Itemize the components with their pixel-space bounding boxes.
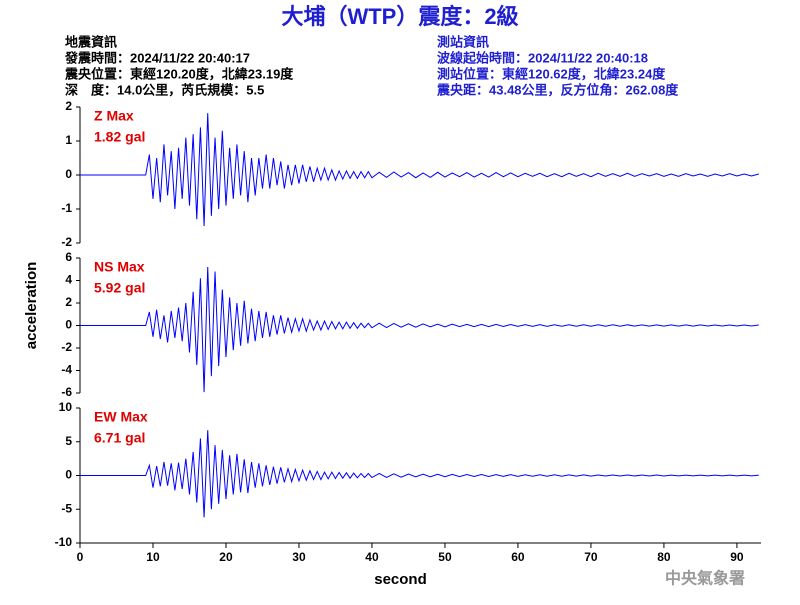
x-tick-label: 60 — [511, 550, 525, 564]
info-line: 深 度：14.0公里，芮氏規模：5.5 — [65, 82, 264, 97]
x-tick-label: 50 — [438, 550, 452, 564]
y-axis-label: acceleration — [23, 262, 40, 350]
title: 大埔（WTP）震度：2級 — [281, 4, 518, 29]
y-tick-label: 4 — [65, 273, 72, 287]
waveform — [80, 266, 759, 393]
y-tick-label: 0 — [65, 167, 72, 181]
x-tick-label: 0 — [77, 550, 84, 564]
y-tick-label: -5 — [61, 501, 72, 515]
x-tick-label: 30 — [292, 550, 306, 564]
x-tick-label: 80 — [657, 550, 671, 564]
y-tick-label: -1 — [61, 201, 72, 215]
y-tick-label: 0 — [65, 318, 72, 332]
y-tick-label: 1 — [65, 133, 72, 147]
info-line: 震央距：43.48公里，反方位角：262.08度 — [436, 82, 679, 97]
y-tick-label: -10 — [55, 535, 73, 549]
footer: 中央氣象署 — [665, 569, 745, 588]
y-tick-label: -2 — [61, 340, 72, 354]
x-axis-label: second — [374, 571, 427, 588]
waveform — [80, 113, 759, 227]
max-label: 1.82 gal — [94, 129, 145, 145]
x-tick-label: 40 — [365, 550, 379, 564]
info-line: 波線起始時間：2024/11/22 20:40:18 — [437, 50, 648, 65]
x-tick-label: 90 — [730, 550, 744, 564]
y-tick-label: -6 — [61, 385, 72, 399]
x-tick-label: 20 — [219, 550, 233, 564]
y-tick-label: -4 — [61, 363, 72, 377]
y-tick-label: 0 — [65, 468, 72, 482]
x-tick-label: 10 — [146, 550, 160, 564]
info-line: 測站位置：東經120.62度，北緯23.24度 — [437, 66, 666, 81]
channel-name: EW Max — [94, 409, 148, 425]
channel-name: Z Max — [94, 108, 134, 124]
y-tick-label: 5 — [65, 434, 72, 448]
y-tick-label: 2 — [65, 295, 72, 309]
info-line: 震央位置：東經120.20度，北緯23.19度 — [64, 66, 294, 81]
max-label: 5.92 gal — [94, 280, 145, 296]
x-tick-label: 70 — [584, 550, 598, 564]
y-tick-label: 6 — [65, 250, 72, 264]
y-tick-label: 2 — [65, 99, 72, 113]
max-label: 6.71 gal — [94, 430, 145, 446]
info-line: 測站資訊 — [437, 34, 489, 49]
info-line: 發震時間：2024/11/22 20:40:17 — [64, 50, 250, 65]
y-tick-label: 10 — [59, 400, 73, 414]
channel-name: NS Max — [94, 259, 145, 275]
info-line: 地震資訊 — [65, 34, 117, 49]
waveform — [80, 430, 759, 518]
y-tick-label: -2 — [61, 235, 72, 249]
